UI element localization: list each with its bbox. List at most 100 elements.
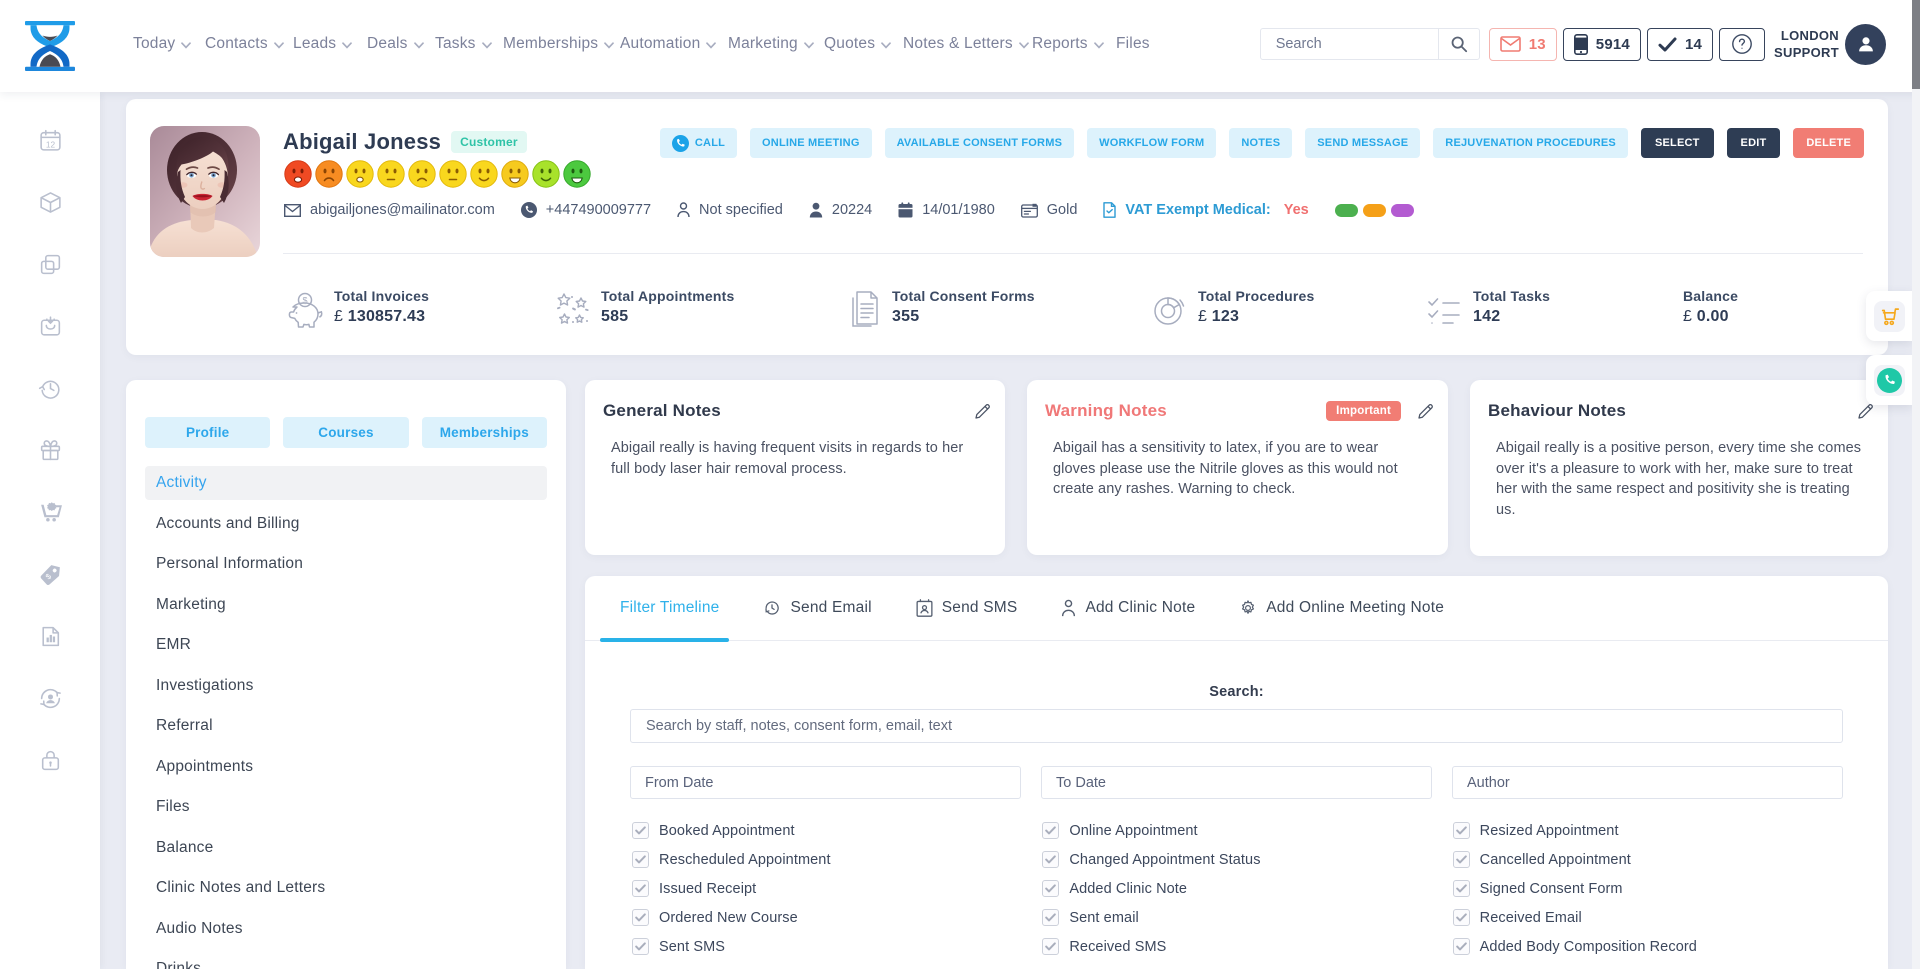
checkbox-checked-icon[interactable] — [1042, 880, 1060, 897]
section-item-files[interactable]: Files — [156, 798, 190, 815]
checkbox-checked-icon[interactable] — [632, 851, 649, 868]
tab-profile[interactable]: Profile — [145, 417, 271, 448]
phone-fab-button[interactable] — [1874, 364, 1905, 396]
nav-today[interactable]: Today — [133, 0, 192, 88]
from-date-input[interactable] — [630, 766, 1021, 799]
filter-signed-consent-form[interactable]: Signed Consent Form — [1452, 880, 1843, 897]
search-button[interactable] — [1437, 29, 1479, 59]
edit-button[interactable]: EDIT — [1726, 128, 1781, 158]
notes-button[interactable]: NOTES — [1229, 128, 1293, 158]
sidebar-lock-icon[interactable] — [38, 748, 63, 773]
nav-memberships[interactable]: Memberships — [503, 0, 615, 88]
checkbox-checked-icon[interactable] — [1042, 938, 1060, 955]
filter-received-email[interactable]: Received Email — [1452, 909, 1843, 926]
sidebar-calendar-icon[interactable]: 12 — [38, 128, 63, 153]
checkbox-checked-icon[interactable] — [1042, 851, 1060, 868]
checkbox-checked-icon[interactable] — [1042, 822, 1060, 839]
section-item-investigations[interactable]: Investigations — [156, 676, 254, 694]
emoji-angry-icon[interactable] — [284, 160, 312, 188]
tab-send-sms[interactable]: Send SMS — [916, 576, 1018, 640]
sidebar-report-icon[interactable] — [38, 624, 63, 649]
section-item-balance[interactable]: Balance — [156, 838, 214, 856]
cart-fab-button[interactable] — [1874, 300, 1905, 332]
checkbox-checked-icon[interactable] — [632, 938, 649, 955]
tab-send-email[interactable]: Send Email — [763, 576, 872, 640]
sidebar-products-icon[interactable] — [38, 190, 63, 215]
sms-credit-button[interactable]: 5914 — [1562, 27, 1641, 61]
section-item-audio-notes[interactable]: Audio Notes — [156, 919, 243, 937]
user-avatar[interactable] — [1845, 23, 1886, 65]
nav-contacts[interactable]: Contacts — [205, 0, 284, 88]
tab-filter-timeline[interactable]: Filter Timeline — [599, 576, 730, 642]
section-item-personal-information[interactable]: Personal Information — [156, 555, 304, 572]
author-input[interactable] — [1452, 766, 1843, 799]
section-item-accounts-billing[interactable]: Accounts and Billing — [156, 514, 300, 532]
sidebar-cart-icon[interactable] — [38, 500, 63, 525]
call-button[interactable]: CALL — [659, 128, 738, 158]
checkbox-checked-icon[interactable] — [632, 880, 649, 897]
edit-pencil-icon[interactable] — [1417, 403, 1434, 420]
checkbox-checked-icon[interactable] — [1452, 909, 1470, 926]
emoji-neutral2-icon[interactable] — [439, 160, 467, 188]
emoji-unhappy-icon[interactable] — [408, 160, 436, 188]
rejuvenation-procedures-button[interactable]: REJUVENATION PROCEDURES — [1433, 128, 1628, 158]
section-item-emr[interactable]: EMR — [156, 636, 192, 653]
emoji-sad-icon[interactable] — [315, 160, 343, 188]
section-item-activity[interactable]: Activity — [145, 466, 547, 500]
filter-changed-appointment-status[interactable]: Changed Appointment Status — [1042, 851, 1432, 868]
checkbox-checked-icon[interactable] — [1452, 938, 1470, 955]
filter-added-body-composition[interactable]: Added Body Composition Record — [1452, 938, 1843, 955]
online-meeting-button[interactable]: ONLINE MEETING — [750, 128, 872, 158]
location-label[interactable]: LONDON SUPPORT — [1774, 27, 1839, 61]
tab-courses[interactable]: Courses — [283, 417, 409, 448]
sidebar-pricetag-icon[interactable]: $ — [38, 562, 63, 587]
label-chip-green[interactable] — [1334, 203, 1358, 217]
label-chip-orange[interactable] — [1362, 203, 1386, 217]
client-photo[interactable] — [150, 126, 260, 257]
section-item-referral[interactable]: Referral — [156, 717, 213, 734]
client-email[interactable]: abigailjones@mailinator.com — [284, 202, 495, 218]
filter-cancelled-appointment[interactable]: Cancelled Appointment — [1452, 851, 1843, 868]
workflow-form-button[interactable]: WORKFLOW FORM — [1087, 128, 1217, 158]
filter-booked-appointment[interactable]: Booked Appointment — [632, 822, 1022, 839]
sidebar-basket-icon[interactable] — [38, 314, 63, 339]
nav-quotes[interactable]: Quotes — [824, 0, 892, 88]
checkbox-checked-icon[interactable] — [1042, 909, 1060, 926]
nav-notes-letters[interactable]: Notes & Letters — [903, 0, 1029, 88]
edit-pencil-icon[interactable] — [974, 403, 991, 420]
tasks-count-button[interactable]: 14 — [1646, 27, 1714, 61]
send-message-button[interactable]: SEND MESSAGE — [1305, 128, 1421, 158]
nav-automation[interactable]: Automation — [620, 0, 717, 88]
filter-ordered-new-course[interactable]: Ordered New Course — [632, 909, 1022, 926]
filter-sent-sms[interactable]: Sent SMS — [632, 938, 1022, 955]
filter-sent-email[interactable]: Sent email — [1042, 909, 1432, 926]
app-logo-hourglass-icon[interactable] — [25, 11, 75, 71]
help-button[interactable] — [1719, 27, 1766, 61]
emoji-happy-icon[interactable] — [532, 160, 560, 188]
filter-added-clinic-note[interactable]: Added Clinic Note — [1042, 880, 1432, 897]
consent-forms-button[interactable]: AVAILABLE CONSENT FORMS — [884, 128, 1075, 158]
page-scrollbar-thumb[interactable] — [1912, 0, 1920, 89]
checkbox-checked-icon[interactable] — [1452, 880, 1470, 897]
emoji-grin-icon[interactable] — [501, 160, 529, 188]
global-search-input[interactable] — [1260, 29, 1438, 59]
section-item-clinic-notes-letters[interactable]: Clinic Notes and Letters — [156, 879, 326, 896]
emoji-slight-smile-icon[interactable] — [470, 160, 498, 188]
timeline-search-input[interactable] — [630, 709, 1843, 743]
emoji-upset-icon[interactable] — [346, 160, 374, 188]
select-button[interactable]: SELECT — [1640, 128, 1714, 158]
checkbox-checked-icon[interactable] — [632, 822, 649, 839]
to-date-input[interactable] — [1041, 766, 1432, 799]
unread-mail-button[interactable]: 13 — [1488, 27, 1557, 61]
nav-files[interactable]: Files — [1116, 0, 1150, 88]
tab-add-clinic-note[interactable]: Add Clinic Note — [1061, 576, 1195, 640]
checkbox-checked-icon[interactable] — [1452, 822, 1470, 839]
nav-leads[interactable]: Leads — [293, 0, 353, 88]
checkbox-checked-icon[interactable] — [1452, 851, 1470, 868]
filter-received-sms[interactable]: Received SMS — [1042, 938, 1432, 955]
client-vat-exempt[interactable]: VAT Exempt Medical: Yes — [1103, 202, 1309, 218]
nav-marketing[interactable]: Marketing — [728, 0, 814, 88]
edit-pencil-icon[interactable] — [1857, 403, 1874, 420]
label-chip-purple[interactable] — [1390, 203, 1414, 217]
filter-rescheduled-appointment[interactable]: Rescheduled Appointment — [632, 851, 1022, 868]
